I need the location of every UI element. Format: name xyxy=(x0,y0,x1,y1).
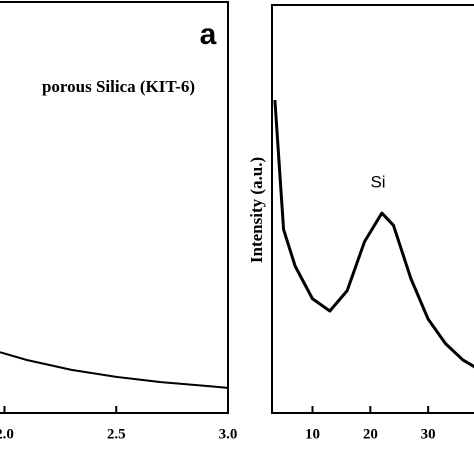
x-tick-label: 10 xyxy=(305,426,320,442)
data-line xyxy=(0,351,229,389)
x-tick-label: 3.0 xyxy=(219,426,238,442)
x-tick-label: 2.5 xyxy=(107,426,126,442)
annotation: Si xyxy=(370,172,385,191)
plot-frame xyxy=(0,1,229,414)
x-tick-label: 2.0 xyxy=(0,426,14,442)
x-tick-label: 30 xyxy=(421,426,436,442)
panel-label: a xyxy=(200,18,217,51)
plot-frame xyxy=(271,4,474,414)
annotation: porous Silica (KIT-6) xyxy=(42,77,195,96)
x-tick-label: 20 xyxy=(363,426,378,442)
data-line xyxy=(273,99,474,369)
y-axis-label: Intensity (a.u.) xyxy=(247,157,266,263)
